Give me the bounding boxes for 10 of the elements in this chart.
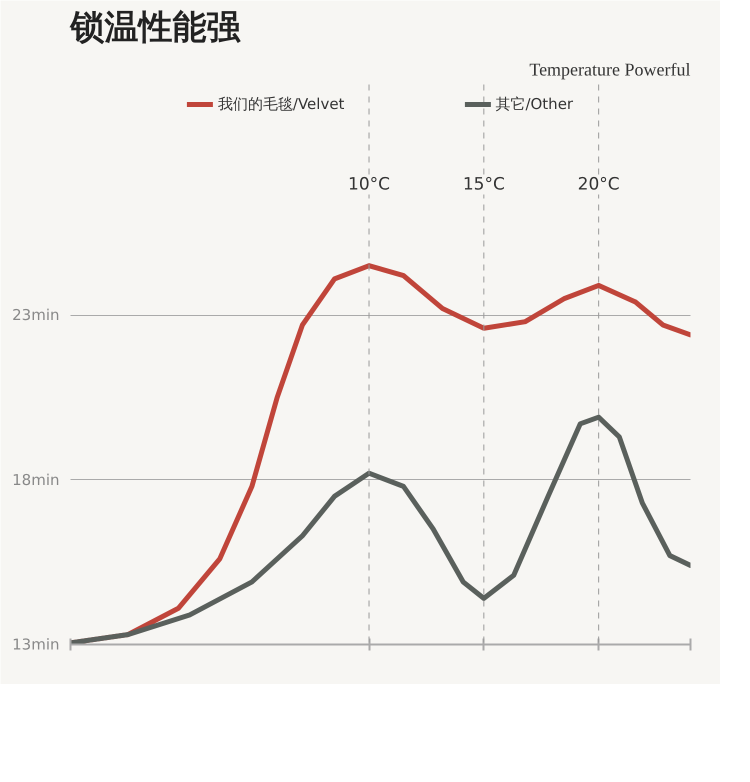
legend-label: 其它/Other bbox=[495, 94, 574, 114]
chart-title: 锁温性能强 bbox=[68, 8, 242, 48]
y-tick-label: 18min bbox=[12, 470, 60, 489]
legend-label: 我们的毛毯/Velvet bbox=[218, 94, 344, 114]
ref-line-label: 10°C bbox=[348, 174, 390, 194]
y-tick-label: 13min bbox=[12, 636, 60, 654]
ref-line-label: 15°C bbox=[462, 174, 505, 194]
chart-subtitle: Temperature Powerful bbox=[529, 60, 691, 80]
ref-line-label: 20°C bbox=[578, 174, 620, 194]
y-tick-label: 23min bbox=[12, 306, 60, 324]
